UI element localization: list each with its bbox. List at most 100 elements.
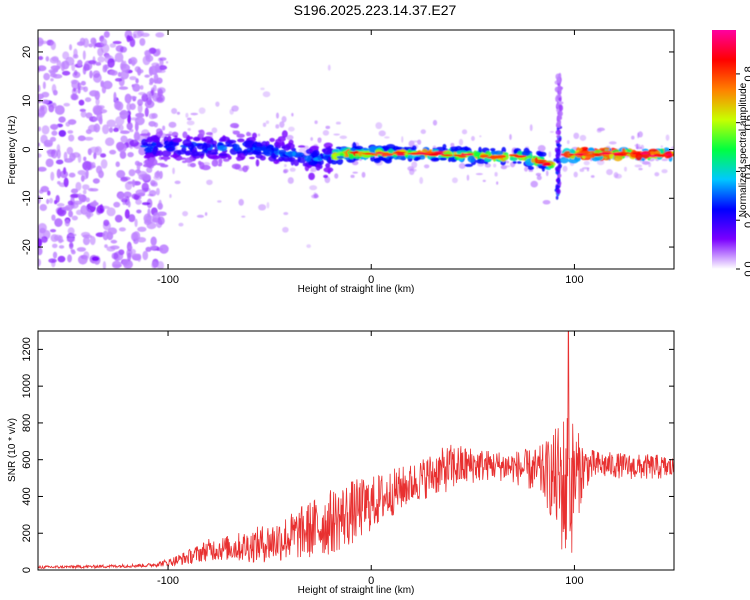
heatmap-cell	[456, 150, 467, 154]
heatmap-cell	[83, 156, 87, 162]
heatmap-cell	[382, 152, 390, 155]
heatmap-cell	[153, 122, 159, 128]
heatmap-cell	[127, 200, 131, 208]
heatmap-cell	[542, 163, 552, 167]
heatmap-cell	[298, 148, 306, 153]
heatmap-cell	[127, 245, 133, 250]
heatmap-cell	[339, 135, 348, 140]
heatmap-cell	[494, 171, 498, 177]
heatmap-cell	[568, 153, 575, 156]
heatmap-cell	[124, 181, 133, 191]
heatmap-cell	[218, 143, 224, 147]
heatmap-cell	[68, 233, 77, 237]
heatmap-cell	[581, 151, 591, 154]
heatmap-cell	[263, 148, 273, 157]
heatmap-cell	[279, 121, 285, 128]
heatmap-cell	[157, 216, 165, 226]
heatmap-cell	[43, 72, 51, 81]
heatmap-cell	[151, 62, 160, 68]
heatmap-cell	[394, 151, 406, 154]
heatmap-cell	[660, 145, 663, 148]
heatmap-cell	[614, 173, 622, 179]
heatmap-cell	[162, 125, 166, 131]
heatmap-cell	[153, 175, 162, 181]
heatmap-cell	[201, 143, 208, 152]
heatmap-cell	[46, 198, 50, 205]
heatmap-cell	[464, 163, 473, 167]
heatmap-cell	[233, 143, 240, 152]
heatmap-cell	[265, 140, 270, 146]
heatmap-cell	[136, 209, 142, 214]
heatmap-cell	[41, 125, 50, 135]
heatmap-cell	[47, 190, 51, 196]
heatmap-cell	[631, 152, 639, 155]
heatmap-cell	[186, 117, 192, 121]
heatmap-cell	[156, 48, 161, 56]
heatmap-cell	[38, 247, 43, 256]
heatmap-cell	[205, 132, 213, 136]
heatmap-cell	[145, 153, 154, 157]
heatmap-cell	[150, 236, 157, 246]
heatmap-cell	[158, 65, 168, 71]
heatmap-cell	[124, 93, 132, 104]
heatmap-cell	[458, 163, 466, 169]
x-tick-label: 0	[368, 575, 374, 587]
heatmap-cell	[441, 154, 454, 157]
heatmap-cell	[116, 170, 126, 179]
heatmap-cell	[151, 261, 158, 269]
heatmap-cell	[558, 97, 562, 102]
heatmap-cell	[190, 112, 199, 116]
heatmap-y-axis-label: Frequency (Hz)	[7, 116, 18, 185]
heatmap-cell	[335, 121, 341, 125]
snr-line-panel: -100 0 100 0 200 400 600 800 1000 1200 Height of…	[7, 330, 675, 596]
heatmap-cell	[83, 38, 89, 48]
heatmap-cell	[288, 126, 295, 132]
heatmap-cell	[88, 43, 94, 48]
heatmap-cell	[52, 251, 58, 259]
heatmap-cell	[137, 170, 148, 177]
heatmap-cell	[157, 88, 163, 98]
heatmap-cell	[38, 195, 41, 204]
heatmap-cell	[120, 70, 129, 80]
heatmap-marks	[38, 30, 674, 269]
heatmap-cell	[325, 163, 331, 168]
heatmap-cell	[155, 131, 163, 137]
y-tick-label: 800	[21, 414, 33, 432]
heatmap-cell	[77, 169, 86, 176]
heatmap-cell	[484, 161, 489, 165]
heatmap-cell	[168, 121, 177, 128]
heatmap-cell	[549, 130, 554, 134]
heatmap-cell	[210, 138, 214, 143]
heatmap-cell	[184, 157, 194, 163]
heatmap-cell	[177, 157, 187, 160]
heatmap-cell	[80, 110, 87, 118]
heatmap-cell	[126, 35, 131, 43]
heatmap-cell	[323, 166, 334, 173]
heatmap-cell	[529, 124, 533, 132]
heatmap-cell	[648, 162, 652, 168]
heatmap-cell	[234, 164, 240, 170]
heatmap-cell	[591, 157, 601, 162]
heatmap-cell	[53, 234, 62, 241]
heatmap-cell	[579, 168, 585, 172]
heatmap-cell	[461, 129, 468, 135]
heatmap-cell	[106, 207, 116, 217]
heatmap-x-axis-label: Height of straight line (km)	[298, 284, 415, 295]
heatmap-cell	[137, 30, 144, 37]
heatmap-cell	[586, 147, 594, 151]
heatmap-cell	[146, 166, 153, 173]
heatmap-cell	[134, 66, 141, 73]
heatmap-cell	[467, 155, 476, 163]
heatmap-cell	[83, 251, 90, 261]
heatmap-cell	[137, 99, 144, 106]
heatmap-cell	[102, 66, 108, 73]
heatmap-cell	[524, 166, 528, 172]
heatmap-cell	[172, 138, 183, 142]
heatmap-cell	[118, 249, 125, 256]
heatmap-cell	[113, 91, 117, 102]
heatmap-cell	[556, 134, 560, 139]
heatmap-cell	[135, 78, 139, 84]
heatmap-cell	[452, 177, 458, 184]
heatmap-cell	[661, 158, 669, 162]
heatmap-cell	[40, 236, 48, 243]
